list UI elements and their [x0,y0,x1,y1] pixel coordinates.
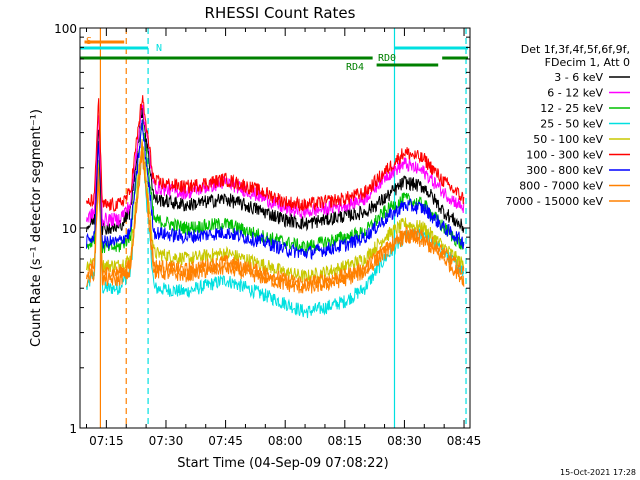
x-tick-label: 08:00 [268,434,303,448]
series-line-0 [86,107,465,236]
marker-label-1: N [156,43,162,54]
legend-header-line: FDecim 1, Att 0 [545,56,630,69]
legend-label: 12 - 25 keV [540,102,603,115]
x-tick-label: 07:15 [89,434,124,448]
legend-label: 50 - 100 keV [533,133,603,146]
series-line-2 [86,119,465,254]
series-line-4 [86,138,465,283]
marker-label-3: RD4 [346,62,364,73]
series-line-6 [86,119,465,261]
marker-label-2: RD0 [378,53,396,64]
legend-label: 800 - 7000 keV [519,180,603,193]
series-line-5 [86,95,465,212]
legend-label: 3 - 6 keV [554,71,603,84]
y-tick-label: 10 [62,222,77,236]
legend-label: 100 - 300 keV [526,149,603,162]
timestamp: 15-Oct-2021 17:28 [560,468,636,477]
x-axis-label: Start Time (04-Sep-09 07:08:22) [177,456,388,471]
x-tick-label: 07:45 [208,434,243,448]
legend-label: 25 - 50 keV [540,118,603,131]
legend-label: 7000 - 15000 keV [505,195,603,208]
y-tick-label: 100 [54,22,77,36]
legend: Det 1f,3f,4f,5f,6f,9f,FDecim 1, Att 0 3 -… [505,43,630,208]
legend-label: 6 - 12 keV [547,87,603,100]
marker-label-0: S [86,36,92,47]
chart-title: RHESSI Count Rates [205,4,356,22]
plot-area: S N RD0 RD4 1 10 100 07:15 07:30 07:45 08:00 08:15 0… [54,22,481,448]
legend-header-line: Det 1f,3f,4f,5f,6f,9f, [521,43,630,56]
x-tick-label: 08:15 [328,434,363,448]
x-tick-label: 08:30 [387,434,422,448]
legend-label: 300 - 800 keV [526,164,603,177]
x-tick-label: 07:30 [149,434,184,448]
y-tick-label: 1 [69,422,77,436]
series-line-8 [86,152,465,294]
x-tick-label: 08:45 [447,434,482,448]
y-axis-label: Count Rate (s⁻¹ detector segment⁻¹) [29,109,44,347]
